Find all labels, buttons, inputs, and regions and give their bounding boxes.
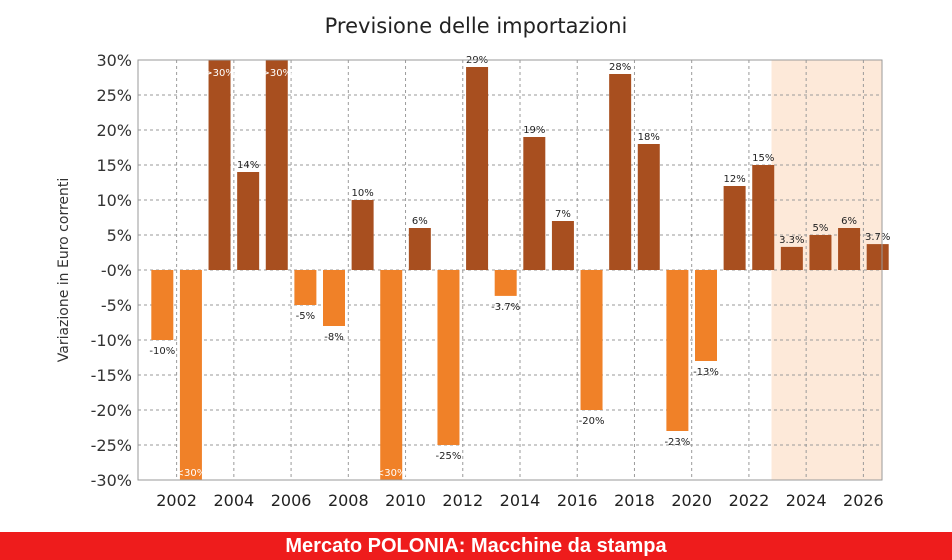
data-label: <30% [376,468,407,479]
data-label: -5% [296,311,315,322]
data-label: 18% [638,132,660,143]
y-tick-label: 5% [107,226,132,245]
bar [265,60,288,270]
bar [523,137,546,270]
bar [494,270,517,296]
bar [380,270,403,480]
x-tick-label: 2004 [213,491,254,510]
footer-banner: Mercato POLONIA: Macchine da stampa [0,532,952,560]
chart-title: Previsione delle importazioni [324,14,628,38]
plot-frame [137,59,883,481]
data-label: 19% [523,125,545,136]
bar [408,228,431,270]
bar [151,270,174,340]
data-label: 15% [752,153,774,164]
data-label: <30% [176,468,207,479]
bar [466,67,489,270]
y-tick-label: -5% [101,296,132,315]
y-tick-label: -15% [91,366,132,385]
data-label: -20% [579,416,605,427]
y-tick-label: 20% [96,121,132,140]
x-tick-label: 2020 [671,491,712,510]
y-tick-label: 30% [96,51,132,70]
data-label: -8% [324,332,343,343]
x-tick-label: 2024 [786,491,827,510]
data-label: 14% [237,160,259,171]
data-label: 3.7% [865,232,890,243]
x-tick-label: 2022 [729,491,770,510]
y-tick-label: 10% [96,191,132,210]
x-tick-label: 2002 [156,491,197,510]
bar [695,270,717,361]
bar [237,172,260,270]
bar [637,144,660,270]
bar [437,270,460,445]
data-label: 5% [813,223,829,234]
bar [294,270,317,305]
data-label: 3.3% [779,235,804,246]
data-label: -10% [149,346,175,357]
data-label: 6% [412,216,428,227]
bar [609,74,632,270]
y-tick-label: -0% [101,261,132,280]
x-tick-label: 2016 [557,491,598,510]
bar [323,270,345,326]
y-tick-label: -10% [91,331,132,350]
x-tick-label: 2010 [385,491,426,510]
y-tick-label: 15% [96,156,132,175]
x-tick-label: 2026 [843,491,884,510]
bar [179,270,202,480]
y-tick-label: -30% [91,471,132,490]
bar [208,60,231,270]
bar [866,244,889,270]
bar [580,270,603,410]
y-tick-label: 25% [96,86,132,105]
y-axis-label: Variazione in Euro correnti [56,178,72,363]
data-label: 7% [555,209,571,220]
bar [838,228,861,270]
bar [351,200,374,270]
data-label: 6% [841,216,857,227]
x-tick-label: 2018 [614,491,655,510]
data-label: 28% [609,62,631,73]
bar [752,165,775,270]
y-tick-label: -25% [91,436,132,455]
x-tick-label: 2012 [442,491,483,510]
bar [809,235,832,270]
y-tick-label: -20% [91,401,132,420]
data-label: >30% [261,68,292,79]
data-label: 12% [723,174,745,185]
data-label: >30% [204,68,235,79]
data-label: -3.7% [491,302,520,313]
x-tick-label: 2014 [500,491,541,510]
data-label: -25% [436,451,462,462]
bar [723,186,746,270]
data-label: -23% [664,437,690,448]
data-label: 10% [351,188,373,199]
bar [551,221,574,270]
bar-chart: -10%<30%>30%14%>30%-5%-8%10%<30%6%-25%29… [56,51,890,510]
x-tick-label: 2008 [328,491,369,510]
x-tick-label: 2006 [271,491,312,510]
bar [780,246,803,270]
data-label: -13% [693,367,719,378]
bar [666,270,689,431]
